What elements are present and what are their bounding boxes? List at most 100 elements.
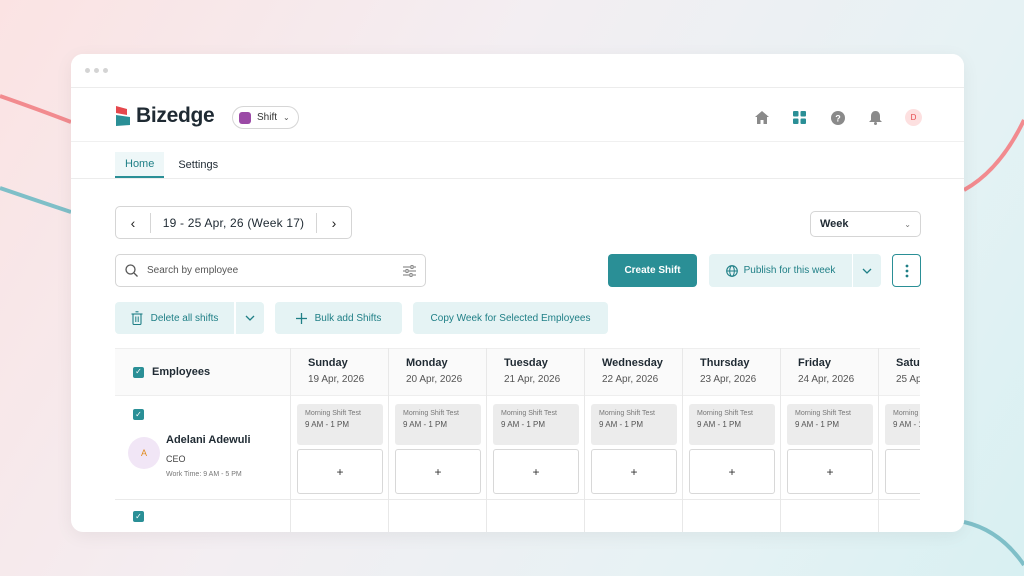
employees-column-header: ✓ Employees bbox=[115, 348, 290, 396]
tab-settings[interactable]: Settings bbox=[178, 159, 219, 171]
grid-header bbox=[115, 348, 920, 396]
employee-row-checkbox[interactable]: ✓ bbox=[133, 409, 144, 420]
chevron-down-icon: ⌄ bbox=[283, 113, 290, 122]
day-date: 22 Apr, 2026 bbox=[602, 374, 659, 385]
day-name: Saturday bbox=[896, 357, 920, 369]
shift-time: 9 AM - 1 PM bbox=[501, 420, 546, 429]
employees-header-label: Employees bbox=[152, 366, 211, 378]
shift-card[interactable]: Morning Shift Test 9 AM - 1 PM bbox=[787, 404, 873, 445]
day-date: 24 Apr, 2026 bbox=[798, 374, 855, 385]
delete-options-button[interactable] bbox=[236, 302, 264, 334]
bulk-add-label: Bulk add Shifts bbox=[314, 312, 382, 324]
shift-name: Morning Shift Test bbox=[305, 410, 361, 417]
app-switcher-label: Shift bbox=[257, 112, 278, 123]
app-switcher[interactable]: Shift ⌄ bbox=[232, 106, 299, 129]
logo-mark-icon bbox=[116, 106, 130, 126]
page-tabs: Home Settings bbox=[115, 152, 228, 178]
tabs-divider bbox=[71, 178, 964, 179]
shift-time: 9 AM - 1 PM bbox=[893, 420, 920, 429]
view-select[interactable]: Week ⌄ bbox=[810, 211, 921, 237]
shift-name: Morning Shift Test bbox=[893, 410, 920, 417]
add-shift-cell[interactable]: + bbox=[689, 449, 775, 494]
view-select-value: Week bbox=[820, 218, 849, 230]
add-shift-cell[interactable]: + bbox=[591, 449, 677, 494]
delete-all-shifts-button[interactable]: Delete all shifts bbox=[115, 302, 234, 334]
shift-name: Morning Shift Test bbox=[795, 410, 851, 417]
search-input[interactable]: Search by employee bbox=[147, 265, 239, 276]
svg-text:?: ? bbox=[835, 113, 841, 123]
publish-button-label: Publish for this week bbox=[743, 265, 836, 276]
day-name: Tuesday bbox=[504, 357, 548, 369]
filter-icon[interactable] bbox=[403, 264, 416, 277]
shift-card[interactable]: Morning Shift Test 9 AM - 1 PM bbox=[297, 404, 383, 445]
date-range-label: 19 - 25 Apr, 26 (Week 17) bbox=[150, 212, 317, 233]
shift-card[interactable]: Morning Shift Test 9 AM - 1 PM bbox=[395, 404, 481, 445]
employee-name[interactable]: Adelani Adewuli bbox=[166, 434, 251, 446]
add-shift-cell[interactable]: + bbox=[297, 449, 383, 494]
apps-grid-icon[interactable] bbox=[791, 109, 808, 126]
add-shift-cell[interactable]: + bbox=[493, 449, 579, 494]
day-name: Sunday bbox=[308, 357, 348, 369]
shift-time: 9 AM - 1 PM bbox=[599, 420, 644, 429]
app-header: Bizedge Shift ⌄ ? D bbox=[71, 88, 964, 142]
shift-card[interactable]: Morning Shift Test 9 AM - 1 PM bbox=[591, 404, 677, 445]
trash-icon bbox=[131, 311, 143, 325]
shift-time: 9 AM - 1 PM bbox=[795, 420, 840, 429]
shift-time: 9 AM - 1 PM bbox=[697, 420, 742, 429]
calendar-icon bbox=[239, 111, 251, 124]
day-column-tuesday: Tuesday 21 Apr, 2026 Morning Shift Test 9 … bbox=[486, 348, 584, 532]
window-dots bbox=[85, 68, 108, 73]
more-vertical-icon bbox=[905, 264, 908, 277]
day-column-sunday: Sunday 19 Apr, 2026 Morning Shift Test 9 A… bbox=[290, 348, 388, 532]
day-column-thursday: Thursday 23 Apr, 2026 Morning Shift Test 9… bbox=[682, 348, 780, 532]
more-options-button[interactable] bbox=[892, 254, 921, 287]
add-shift-cell[interactable]: + bbox=[787, 449, 873, 494]
globe-icon bbox=[725, 264, 738, 277]
shift-name: Morning Shift Test bbox=[501, 410, 557, 417]
home-icon[interactable] bbox=[753, 109, 770, 126]
next-week-button[interactable]: › bbox=[331, 214, 337, 231]
bulk-add-shifts-button[interactable]: Bulk add Shifts bbox=[275, 302, 402, 334]
employee-role: CEO bbox=[166, 454, 186, 464]
shift-name: Morning Shift Test bbox=[697, 410, 753, 417]
create-shift-button[interactable]: Create Shift bbox=[608, 254, 697, 287]
day-column-saturday: Saturday 25 Apr, 2026 Morning Shift Test 9… bbox=[878, 348, 920, 532]
day-name: Thursday bbox=[700, 357, 750, 369]
shift-card[interactable]: Morning Shift Test 9 AM - 1 PM bbox=[885, 404, 920, 445]
search-box[interactable]: Search by employee bbox=[115, 254, 426, 287]
day-date: 20 Apr, 2026 bbox=[406, 374, 463, 385]
schedule-grid: ✓ Employees ✓ A Adelani Adewuli CEO Work… bbox=[115, 348, 920, 532]
publish-options-button[interactable] bbox=[853, 254, 881, 287]
day-name: Wednesday bbox=[602, 357, 663, 369]
copy-week-button[interactable]: Copy Week for Selected Employees bbox=[413, 302, 608, 334]
shift-time: 9 AM - 1 PM bbox=[305, 420, 350, 429]
add-shift-cell[interactable]: + bbox=[395, 449, 481, 494]
chevron-down-icon bbox=[245, 315, 255, 321]
brand-name: Bizedge bbox=[136, 104, 215, 127]
bell-icon[interactable] bbox=[867, 109, 884, 126]
chevron-down-icon: ⌄ bbox=[904, 219, 911, 229]
shift-card[interactable]: Morning Shift Test 9 AM - 1 PM bbox=[493, 404, 579, 445]
previous-week-button[interactable]: ‹ bbox=[130, 214, 136, 231]
brand-logo[interactable]: Bizedge bbox=[115, 104, 215, 128]
shift-time: 9 AM - 1 PM bbox=[403, 420, 448, 429]
plus-icon bbox=[295, 312, 307, 324]
employee-work-time: Work Time: 9 AM - 5 PM bbox=[166, 471, 242, 478]
day-name: Friday bbox=[798, 357, 832, 369]
header-actions: ? D bbox=[753, 109, 922, 126]
add-shift-cell[interactable]: + bbox=[885, 449, 920, 494]
shift-card[interactable]: Morning Shift Test 9 AM - 1 PM bbox=[689, 404, 775, 445]
employee-row-checkbox[interactable]: ✓ bbox=[133, 511, 144, 522]
delete-all-label: Delete all shifts bbox=[150, 312, 219, 324]
day-column-friday: Friday 24 Apr, 2026 Morning Shift Test 9 A… bbox=[780, 348, 878, 532]
day-date: 19 Apr, 2026 bbox=[308, 374, 365, 385]
user-avatar[interactable]: D bbox=[905, 109, 922, 126]
tab-home[interactable]: Home bbox=[115, 152, 165, 178]
select-all-checkbox[interactable]: ✓ bbox=[133, 366, 144, 378]
day-column-monday: Monday 20 Apr, 2026 Morning Shift Test 9 A… bbox=[388, 348, 486, 532]
window-titlebar bbox=[71, 54, 964, 88]
help-icon[interactable]: ? bbox=[829, 109, 846, 126]
chevron-down-icon bbox=[862, 268, 872, 274]
publish-button[interactable]: Publish for this week bbox=[709, 254, 852, 287]
